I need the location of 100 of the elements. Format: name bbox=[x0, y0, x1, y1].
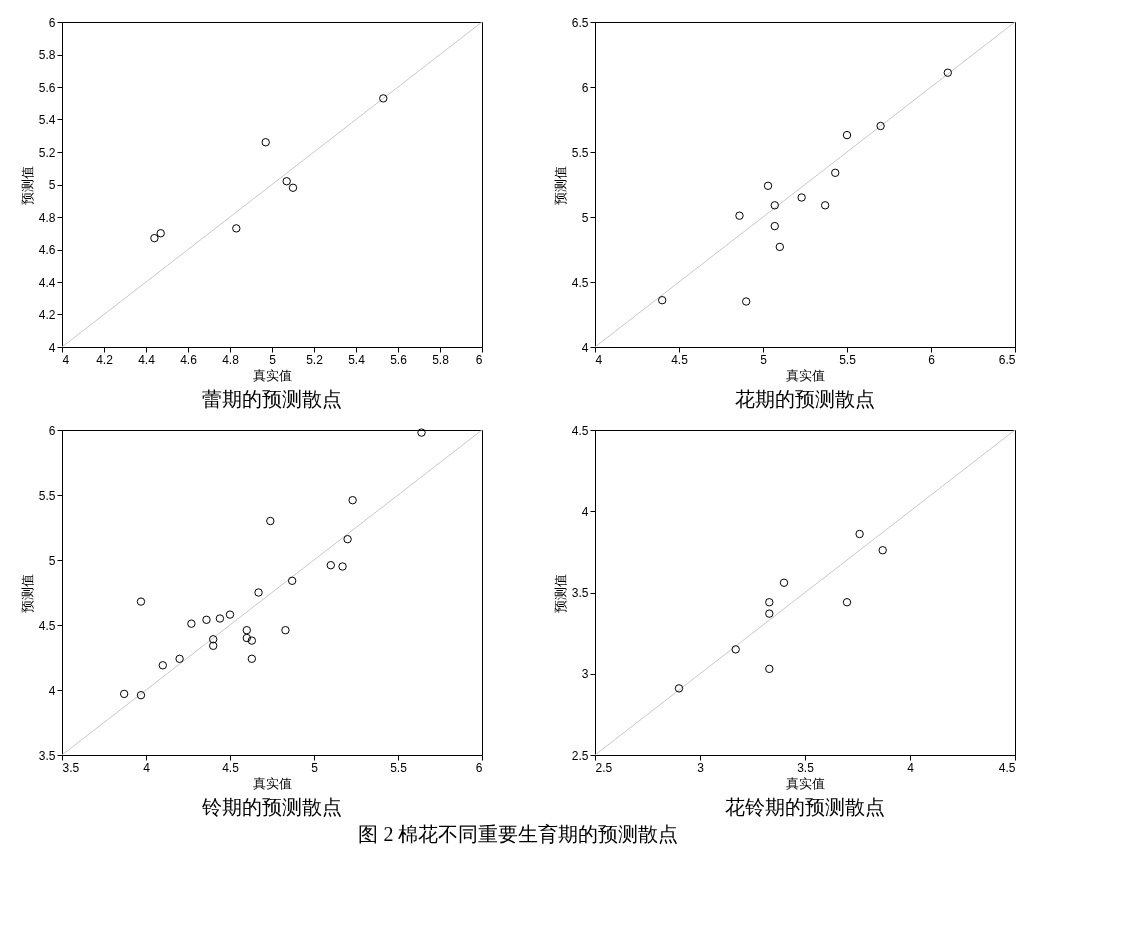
x-axis-title: 真实值 bbox=[253, 775, 292, 791]
point bbox=[208, 641, 218, 650]
x-tick-label: 6 bbox=[928, 352, 936, 367]
point bbox=[247, 636, 257, 645]
y-tick-label: 5 bbox=[48, 178, 56, 192]
point bbox=[765, 664, 774, 674]
point bbox=[326, 561, 336, 570]
point bbox=[242, 633, 252, 643]
point bbox=[741, 297, 751, 306]
x-tick-label: 5.2 bbox=[306, 352, 324, 367]
y-tick-label: 6 bbox=[48, 15, 56, 30]
y-tick-label: 6 bbox=[48, 423, 56, 438]
point bbox=[225, 610, 235, 619]
y-tick-label: 5.6 bbox=[38, 80, 56, 95]
point bbox=[775, 242, 785, 252]
point bbox=[175, 654, 184, 663]
y-tick-label: 5.8 bbox=[38, 48, 56, 62]
point bbox=[119, 689, 129, 699]
y-axis-title: 预测值 bbox=[552, 573, 568, 613]
point bbox=[150, 233, 159, 243]
text: 花铃期的预测散点 bbox=[725, 796, 885, 818]
point bbox=[232, 224, 241, 233]
x-tick-label: 5.5 bbox=[839, 352, 857, 367]
point bbox=[765, 609, 774, 618]
point bbox=[842, 130, 852, 140]
point bbox=[878, 546, 887, 555]
x-tick-label: 4.6 bbox=[180, 352, 198, 367]
point bbox=[281, 626, 290, 635]
x-tick-label: 4.5 bbox=[998, 760, 1016, 775]
point bbox=[770, 221, 779, 231]
y-tick-label: 3 bbox=[581, 667, 589, 682]
point bbox=[254, 588, 263, 597]
text: 花期的预测散点 bbox=[735, 388, 875, 410]
x-tick-label: 4.2 bbox=[96, 352, 114, 367]
x-tick-label: 5 bbox=[760, 352, 768, 367]
y-tick-label: 4.5 bbox=[571, 423, 589, 438]
point bbox=[731, 645, 740, 654]
x-tick-label: 5 bbox=[269, 352, 277, 367]
x-tick-label: 6.5 bbox=[998, 352, 1016, 367]
x-tick-label: 3.5 bbox=[62, 760, 80, 775]
point bbox=[779, 578, 789, 587]
point bbox=[266, 516, 275, 526]
point bbox=[338, 562, 347, 571]
point bbox=[797, 193, 806, 202]
point bbox=[855, 529, 864, 539]
point bbox=[657, 296, 667, 305]
point bbox=[208, 635, 218, 644]
point bbox=[379, 94, 388, 103]
x-tick-label: 4 bbox=[595, 352, 603, 367]
point bbox=[765, 598, 774, 607]
x-axis-title: 真实值 bbox=[786, 367, 825, 383]
y-tick-label: 4.2 bbox=[38, 308, 56, 322]
x-tick-label: 3.5 bbox=[797, 760, 815, 775]
x-tick-label: 4.5 bbox=[222, 760, 240, 775]
point bbox=[242, 626, 252, 635]
y-tick-label: 6 bbox=[581, 80, 589, 95]
y-tick-label: 5.5 bbox=[38, 488, 56, 503]
point bbox=[842, 598, 852, 607]
point bbox=[770, 201, 779, 210]
point bbox=[187, 619, 196, 628]
x-tick-label: 4.8 bbox=[222, 352, 240, 367]
x-tick-label: 5.8 bbox=[432, 352, 450, 367]
point bbox=[136, 597, 146, 606]
y-tick-label: 4.4 bbox=[38, 275, 56, 290]
point bbox=[282, 177, 291, 186]
x-tick-label: 6 bbox=[475, 352, 483, 367]
y-tick-label: 5.5 bbox=[571, 145, 589, 160]
y-tick-label: 3.5 bbox=[571, 586, 589, 600]
point bbox=[288, 183, 298, 192]
x-tick-label: 4 bbox=[62, 352, 70, 367]
x-tick-label: 2.5 bbox=[595, 760, 613, 775]
point bbox=[417, 428, 426, 437]
x-tick-label: 5.5 bbox=[390, 760, 408, 775]
y-tick-label: 2.5 bbox=[571, 748, 589, 763]
y-tick-label: 6.5 bbox=[571, 15, 589, 30]
y-tick-label: 5.4 bbox=[38, 113, 56, 127]
text: 铃期的预测散点 bbox=[201, 796, 342, 818]
y-tick-label: 4.5 bbox=[38, 618, 56, 633]
y-tick-label: 4.5 bbox=[571, 275, 589, 290]
y-tick-label: 4 bbox=[581, 504, 589, 519]
point bbox=[261, 138, 270, 147]
point bbox=[820, 201, 830, 210]
point bbox=[215, 614, 225, 623]
y-tick-label: 4 bbox=[48, 340, 56, 355]
y-axis-title: 预测值 bbox=[19, 573, 35, 613]
point bbox=[876, 121, 885, 131]
x-axis-title: 真实值 bbox=[786, 775, 825, 791]
y-tick-label: 4 bbox=[581, 340, 589, 355]
y-tick-label: 4.8 bbox=[38, 210, 56, 225]
x-tick-label: 5 bbox=[311, 760, 319, 775]
point bbox=[943, 68, 953, 77]
point bbox=[156, 229, 165, 238]
x-tick-label: 6 bbox=[475, 760, 483, 775]
x-tick-label: 4 bbox=[143, 760, 151, 775]
point bbox=[287, 576, 297, 585]
point bbox=[247, 654, 257, 663]
y-tick-label: 4.6 bbox=[38, 243, 56, 257]
y-tick-label: 5 bbox=[48, 553, 56, 568]
y-tick-label: 5 bbox=[581, 210, 589, 225]
x-tick-label: 3 bbox=[697, 760, 705, 775]
